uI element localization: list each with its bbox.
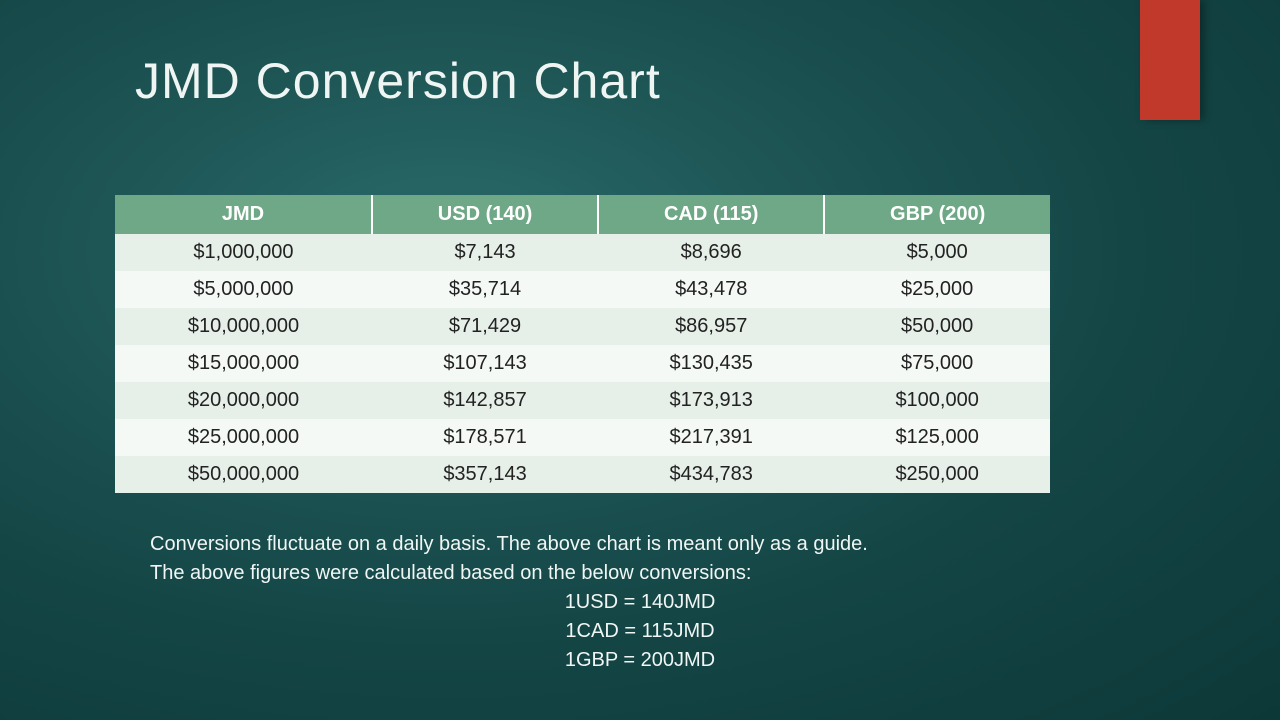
cell-jmd: $50,000,000 — [115, 456, 372, 493]
cell-usd: $71,429 — [372, 308, 598, 345]
cell-usd: $178,571 — [372, 419, 598, 456]
cell-cad: $130,435 — [598, 345, 824, 382]
cell-cad: $43,478 — [598, 271, 824, 308]
cell-gbp: $25,000 — [824, 271, 1050, 308]
cell-usd: $142,857 — [372, 382, 598, 419]
conversion-table-wrap: JMD USD (140) CAD (115) GBP (200) $1,000… — [115, 195, 1050, 493]
cell-usd: $107,143 — [372, 345, 598, 382]
note-rate-gbp: 1GBP = 200JMD — [150, 646, 1130, 675]
conversion-table: JMD USD (140) CAD (115) GBP (200) $1,000… — [115, 195, 1050, 493]
table-row: $10,000,000 $71,429 $86,957 $50,000 — [115, 308, 1050, 345]
cell-gbp: $75,000 — [824, 345, 1050, 382]
table-row: $1,000,000 $7,143 $8,696 $5,000 — [115, 234, 1050, 271]
cell-jmd: $25,000,000 — [115, 419, 372, 456]
table-row: $25,000,000 $178,571 $217,391 $125,000 — [115, 419, 1050, 456]
cell-jmd: $15,000,000 — [115, 345, 372, 382]
cell-cad: $86,957 — [598, 308, 824, 345]
cell-usd: $35,714 — [372, 271, 598, 308]
accent-ribbon — [1140, 0, 1200, 120]
col-header-gbp: GBP (200) — [824, 195, 1050, 234]
table-row: $15,000,000 $107,143 $130,435 $75,000 — [115, 345, 1050, 382]
cell-gbp: $250,000 — [824, 456, 1050, 493]
table-row: $20,000,000 $142,857 $173,913 $100,000 — [115, 382, 1050, 419]
cell-cad: $434,783 — [598, 456, 824, 493]
cell-cad: $8,696 — [598, 234, 824, 271]
table-body: $1,000,000 $7,143 $8,696 $5,000 $5,000,0… — [115, 234, 1050, 493]
cell-gbp: $125,000 — [824, 419, 1050, 456]
table-header-row: JMD USD (140) CAD (115) GBP (200) — [115, 195, 1050, 234]
cell-gbp: $5,000 — [824, 234, 1050, 271]
table-row: $50,000,000 $357,143 $434,783 $250,000 — [115, 456, 1050, 493]
cell-jmd: $10,000,000 — [115, 308, 372, 345]
cell-cad: $217,391 — [598, 419, 824, 456]
cell-jmd: $20,000,000 — [115, 382, 372, 419]
table-row: $5,000,000 $35,714 $43,478 $25,000 — [115, 271, 1050, 308]
cell-cad: $173,913 — [598, 382, 824, 419]
cell-usd: $7,143 — [372, 234, 598, 271]
col-header-jmd: JMD — [115, 195, 372, 234]
col-header-usd: USD (140) — [372, 195, 598, 234]
notes-block: Conversions fluctuate on a daily basis. … — [150, 530, 1130, 675]
cell-gbp: $50,000 — [824, 308, 1050, 345]
note-line-1: Conversions fluctuate on a daily basis. … — [150, 530, 1130, 559]
page-title: JMD Conversion Chart — [135, 52, 661, 110]
cell-jmd: $1,000,000 — [115, 234, 372, 271]
note-rate-usd: 1USD = 140JMD — [150, 588, 1130, 617]
note-rate-cad: 1CAD = 115JMD — [150, 617, 1130, 646]
cell-gbp: $100,000 — [824, 382, 1050, 419]
col-header-cad: CAD (115) — [598, 195, 824, 234]
cell-jmd: $5,000,000 — [115, 271, 372, 308]
cell-usd: $357,143 — [372, 456, 598, 493]
note-line-2: The above figures were calculated based … — [150, 559, 1130, 588]
